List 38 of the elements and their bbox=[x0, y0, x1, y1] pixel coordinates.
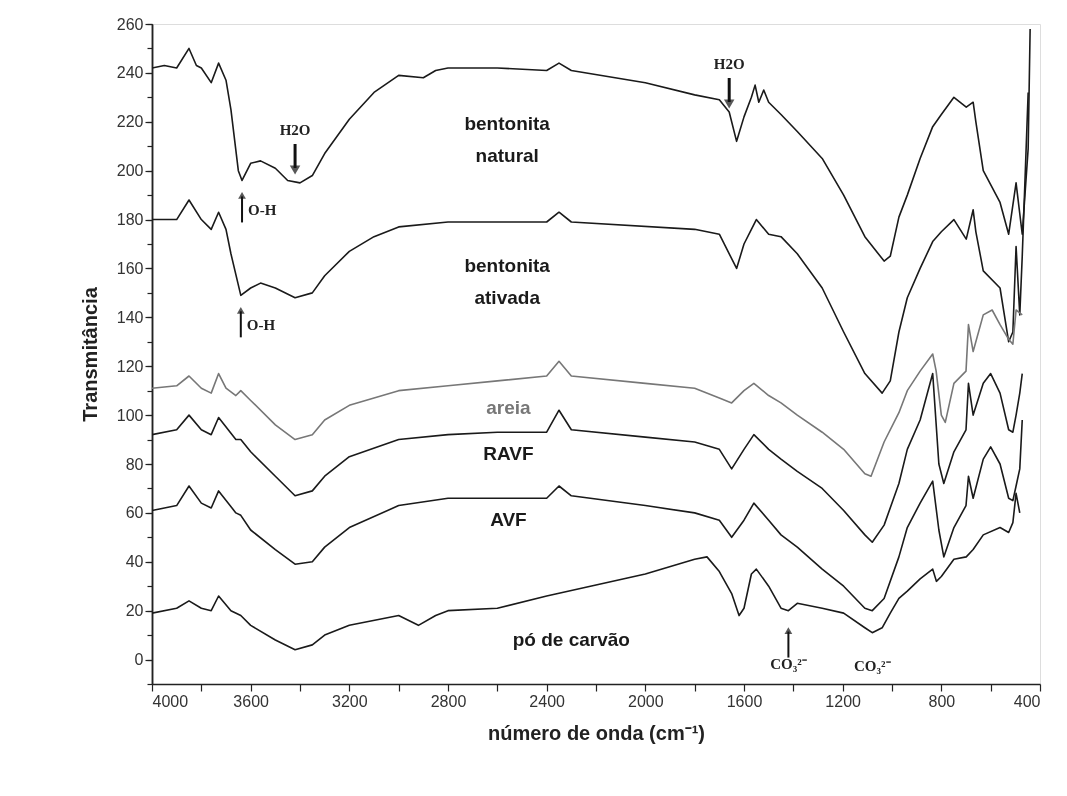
series-label: pó de carvão bbox=[512, 629, 630, 650]
y-tick-label: 180 bbox=[116, 211, 144, 229]
y-tick-label: 200 bbox=[116, 162, 144, 180]
x-tick-label: 800 bbox=[928, 692, 956, 710]
x-tick-label: 4000 bbox=[152, 692, 189, 710]
series-label: bentonita ativada bbox=[464, 255, 551, 308]
y-tick-label: 0 bbox=[134, 651, 144, 669]
y-tick-label: 60 bbox=[125, 504, 144, 522]
y-tick-label: 260 bbox=[116, 15, 144, 33]
y-tick-label: 120 bbox=[116, 357, 144, 375]
series-label: areia bbox=[486, 396, 532, 418]
text: bentonita natural bbox=[464, 113, 551, 167]
annotation: O-H bbox=[248, 202, 277, 219]
y-axis-title: Transmitância bbox=[78, 286, 101, 422]
x-tick-label: 1200 bbox=[825, 692, 862, 710]
y-tick-label: 220 bbox=[116, 113, 144, 131]
annotation: H2O bbox=[279, 122, 311, 138]
x-tick-label: 2000 bbox=[628, 692, 664, 710]
y-tick-label: 160 bbox=[116, 259, 144, 277]
annotation: CO₃²⁻ bbox=[770, 655, 807, 672]
x-tick-label: 2800 bbox=[430, 692, 467, 710]
y-tick-label: 40 bbox=[125, 553, 144, 571]
x-tick-label: 1600 bbox=[726, 692, 763, 710]
y-tick-label: 20 bbox=[125, 602, 144, 620]
x-tick-label: 400 bbox=[1013, 692, 1041, 710]
y-tick-label: 80 bbox=[125, 455, 144, 473]
annotation: H2O bbox=[713, 56, 745, 72]
y-tick-label: 140 bbox=[116, 308, 144, 326]
annotation: CO₃²⁻ bbox=[854, 657, 891, 674]
x-axis-title: número de onda (cm⁻¹) bbox=[487, 721, 706, 744]
x-tick-label: 3200 bbox=[332, 692, 368, 710]
annotation: O-H bbox=[246, 317, 276, 334]
y-tick-label: 100 bbox=[116, 406, 144, 424]
series-label: AVF bbox=[490, 509, 527, 531]
x-tick-label: 3600 bbox=[233, 692, 270, 710]
x-tick-label: 2400 bbox=[529, 692, 566, 710]
y-tick-label: 240 bbox=[116, 64, 144, 82]
series-label: RAVF bbox=[483, 443, 534, 465]
